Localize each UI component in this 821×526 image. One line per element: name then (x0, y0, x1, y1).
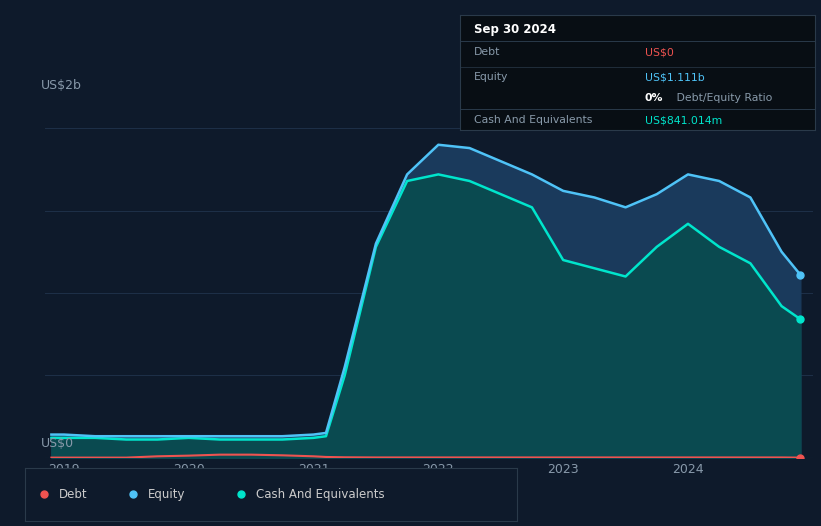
Text: Equity: Equity (475, 73, 508, 83)
Text: Sep 30 2024: Sep 30 2024 (475, 23, 556, 36)
Text: US$2b: US$2b (41, 79, 82, 92)
Text: 0%: 0% (644, 93, 663, 103)
Text: Debt: Debt (475, 47, 501, 57)
Text: US$0: US$0 (644, 47, 673, 57)
Text: Debt/Equity Ratio: Debt/Equity Ratio (673, 93, 773, 103)
Text: US$1.111b: US$1.111b (644, 73, 704, 83)
Text: Equity: Equity (148, 488, 186, 501)
Text: Cash And Equivalents: Cash And Equivalents (475, 115, 593, 125)
Text: US$841.014m: US$841.014m (644, 115, 722, 125)
Text: Debt: Debt (59, 488, 88, 501)
Text: US$0: US$0 (41, 437, 75, 450)
Text: Cash And Equivalents: Cash And Equivalents (256, 488, 385, 501)
